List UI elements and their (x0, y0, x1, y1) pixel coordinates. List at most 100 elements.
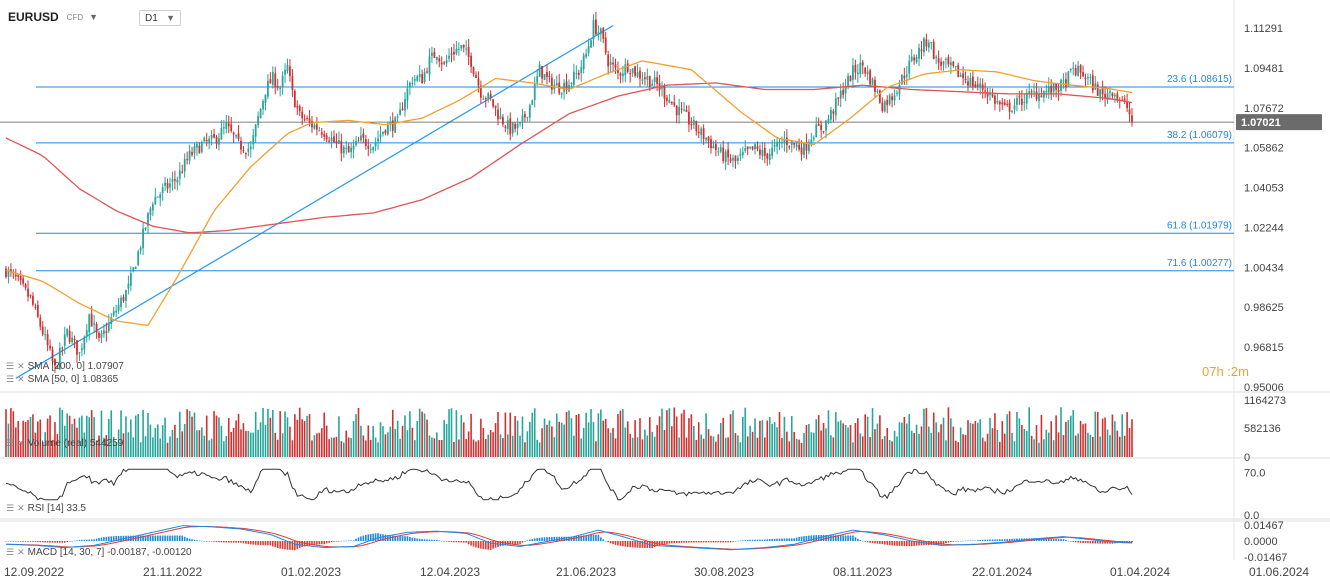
macd-hist-bar (590, 534, 592, 541)
macd-hist-bar (577, 535, 580, 541)
volume-bar (389, 426, 392, 457)
candle-body (1052, 83, 1055, 92)
candle-body (785, 137, 788, 146)
macd-hist-bar (773, 538, 776, 541)
close-icon[interactable]: ✕ (17, 361, 25, 371)
settings-icon[interactable]: ☰ (6, 374, 15, 384)
macd-hist-bar (230, 541, 232, 543)
candle-body (494, 105, 497, 108)
candle-body (313, 125, 316, 129)
candle-body (142, 228, 144, 249)
volume-bar (365, 440, 367, 457)
rsi-tick-label: 70.0 (1244, 467, 1265, 479)
volume-bar (1052, 440, 1055, 457)
close-icon[interactable]: ✕ (17, 503, 25, 513)
macd-hist-bar (675, 541, 678, 543)
candle-body (462, 44, 465, 48)
volume-bar (712, 436, 715, 457)
volume-bar (1126, 412, 1128, 457)
macd-hist-bar (433, 539, 436, 541)
close-icon[interactable]: ✕ (17, 438, 25, 448)
candle-body (1091, 75, 1094, 91)
macd-hist-bar (269, 541, 272, 546)
indicator-sma50[interactable]: ☰ ✕ SMA [50, 0] 1.08365 (6, 374, 118, 385)
candle-body (14, 274, 17, 277)
macd-hist-bar (120, 535, 122, 541)
volume-bar (105, 435, 108, 457)
macd-hist-bar (264, 541, 267, 546)
candle-body (741, 151, 744, 156)
candle-body (643, 77, 646, 80)
macd-hist-bar (257, 541, 259, 545)
settings-icon[interactable]: ☰ (6, 361, 15, 371)
macd-hist-bar (467, 541, 470, 545)
candle-body (871, 78, 874, 85)
close-icon[interactable]: ✕ (17, 374, 25, 384)
macd-hist-bar (308, 541, 311, 546)
caret-down-icon[interactable]: ▼ (89, 12, 99, 22)
settings-icon[interactable]: ☰ (6, 547, 15, 557)
macd-hist-bar (22, 541, 24, 542)
close-icon[interactable]: ✕ (17, 547, 25, 557)
volume-bar (817, 415, 820, 457)
candle-body (489, 94, 492, 98)
macd-hist-bar (1128, 541, 1131, 543)
volume-bar (810, 432, 813, 457)
volume-bar (24, 421, 27, 457)
volume-bar (161, 425, 164, 457)
macd-hist-bar (976, 540, 979, 541)
timeframe-dropdown[interactable]: D1 ▼ (139, 10, 181, 26)
date-tick-label: 01.02.2023 (281, 565, 341, 579)
settings-icon[interactable]: ☰ (6, 438, 15, 448)
candle-body (95, 324, 98, 333)
indicator-rsi[interactable]: ☰ ✕ RSI [14] 33.5 (6, 503, 86, 514)
candle-body (323, 134, 326, 137)
macd-hist-bar (49, 541, 51, 543)
macd-hist-bar (759, 539, 761, 541)
date-tick-label: 01.06.2024 (1249, 565, 1309, 579)
candle-body (76, 340, 78, 355)
symbol-selector[interactable]: EURUSD CFD ▼ (8, 10, 98, 24)
volume-bar (1055, 415, 1057, 457)
volume-bar (330, 437, 333, 457)
volume-bar (279, 411, 281, 457)
macd-hist-bar (874, 541, 876, 544)
macd-hist-bar (918, 541, 920, 546)
volume-bar (1123, 435, 1126, 457)
indicator-macd[interactable]: ☰ ✕ MACD [14, 30, 7] -0.00187, -0.00120 (6, 547, 192, 558)
volume-bar (541, 428, 543, 457)
candle-body (416, 76, 419, 81)
macd-hist-bar (548, 536, 551, 541)
candle-body (24, 284, 27, 288)
candle-body (61, 347, 64, 349)
candle-body (714, 144, 717, 150)
volume-bar (835, 412, 837, 457)
candle-body (1025, 93, 1028, 104)
volume-bar (411, 427, 414, 457)
volume-bar (428, 435, 431, 457)
settings-icon[interactable]: ☰ (6, 503, 15, 513)
volume-bar (781, 437, 783, 457)
candle-body (991, 94, 994, 97)
volume-bar (470, 413, 472, 457)
indicator-volume[interactable]: ☰ ✕ Volume (real) 544259 (6, 438, 123, 449)
candle-body (998, 101, 1001, 105)
candle-body (959, 74, 962, 77)
macd-hist-bar (928, 541, 930, 545)
macd-hist-bar (396, 535, 399, 541)
volume-bar (866, 416, 869, 457)
volume-bar (575, 414, 578, 457)
candle-body (1069, 68, 1072, 70)
candle-body (744, 148, 747, 151)
macd-hist-bar (83, 539, 86, 541)
volume-bar (680, 413, 683, 457)
candle-body (411, 83, 414, 85)
macd-hist-bar (142, 535, 144, 541)
candle-body (531, 100, 534, 105)
volume-bar (1106, 429, 1109, 457)
candle-body (7, 269, 10, 277)
indicator-sma200[interactable]: ☰ ✕ SMA [200, 0] 1.07907 (6, 361, 124, 372)
volume-bar (626, 421, 629, 457)
macd-hist-bar (391, 535, 394, 541)
